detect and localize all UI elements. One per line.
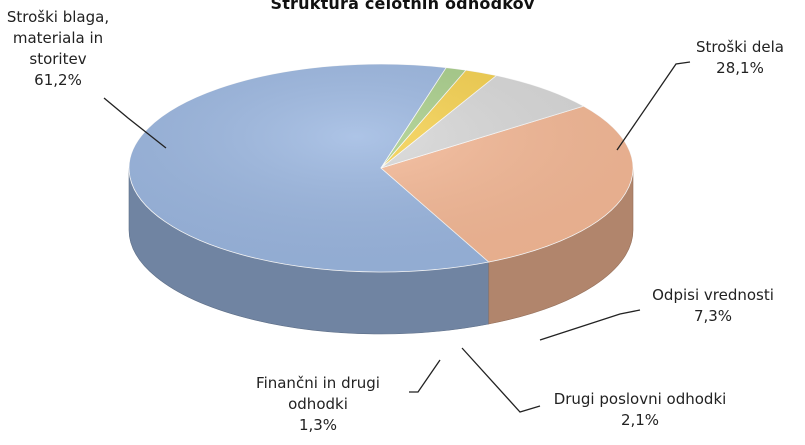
pie-slice-label: Stroški blaga, materiala in storitev 61,2% <box>7 8 109 89</box>
pie-slice-label: Stroški dela 28,1% <box>696 38 784 77</box>
pie-leader-lines <box>103 61 691 413</box>
pie-labels: Stroški blaga, materiala in storitev 61,2% S… <box>7 8 784 434</box>
pie-top-slices <box>128 63 634 273</box>
pie-slice-label: Odpisi vrednosti 7,3% <box>652 286 774 325</box>
pie-leader-line <box>539 309 641 341</box>
pie-slice-label: Drugi poslovni odhodki 2,1% <box>554 390 727 429</box>
chart-title: Struktura celotnih odhodkov <box>270 0 535 13</box>
pie-leader-line <box>409 359 441 393</box>
pie-leader-line <box>461 347 541 413</box>
pie-slice-label: Finančni in drugi odhodki 1,3% <box>256 374 380 434</box>
pie-leader-line <box>103 97 167 149</box>
pie-leader-line <box>616 61 691 151</box>
